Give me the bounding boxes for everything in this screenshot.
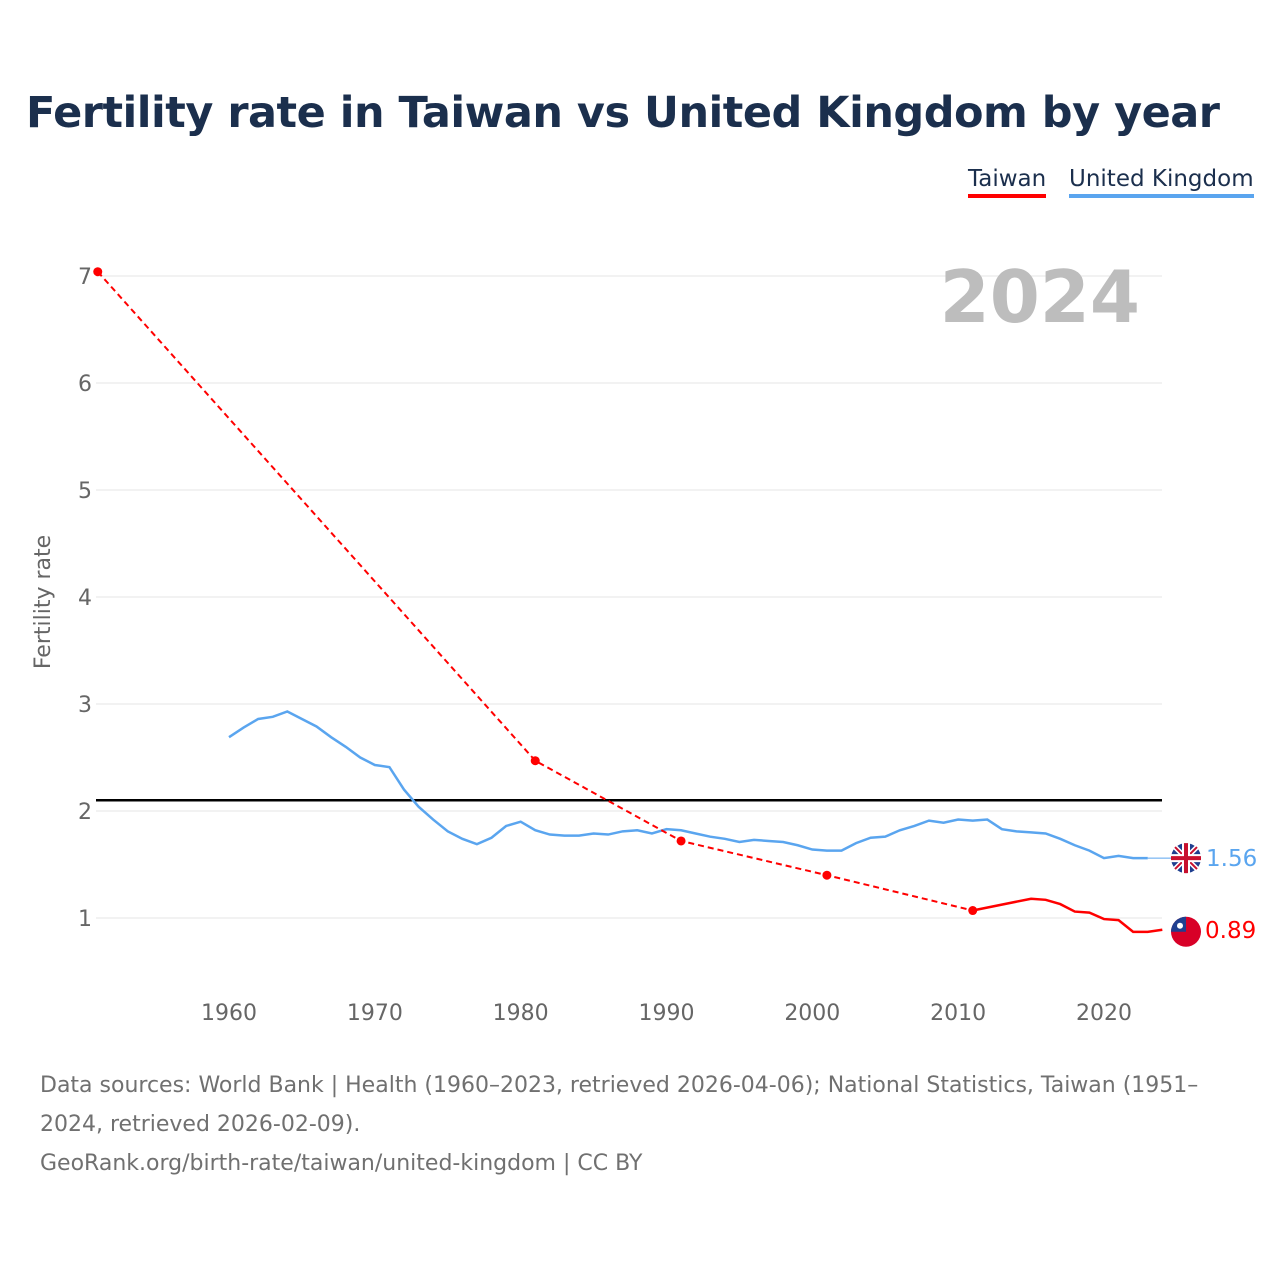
- y-axis-label: Fertility rate: [31, 535, 56, 669]
- x-tick-label: 1990: [638, 1001, 694, 1026]
- taiwan-point: [676, 836, 686, 846]
- x-tick-label: 1970: [347, 1001, 403, 1026]
- y-tick-label: 1: [78, 907, 92, 932]
- taiwan-end-label: 0.89: [1205, 918, 1256, 944]
- legend-united-kingdom[interactable]: United Kingdom: [1069, 166, 1254, 198]
- x-tick-label: 2020: [1076, 1001, 1132, 1026]
- y-tick-label: 3: [78, 693, 92, 718]
- taiwan-flag-sun: [1177, 922, 1183, 929]
- data-sources: Data sources: World Bank | Health (1960–…: [40, 1073, 1199, 1137]
- y-tick-label: 5: [78, 479, 92, 504]
- source-link[interactable]: GeoRank.org/birth-rate/taiwan/united-kin…: [40, 1151, 643, 1176]
- x-tick-label: 2000: [784, 1001, 840, 1026]
- uk-line: [228, 710, 1148, 860]
- taiwan-point: [822, 870, 832, 880]
- footer: Data sources: World Bank | Health (1960–…: [40, 1066, 1250, 1183]
- x-tick-label: 1980: [493, 1001, 549, 1026]
- y-tick-label: 2: [78, 800, 92, 825]
- uk-flag-cross-red: [1171, 843, 1201, 874]
- uk-end-label: 1.56: [1206, 846, 1257, 872]
- taiwan-point: [530, 756, 540, 766]
- taiwan-line-dashed: [97, 271, 973, 912]
- taiwan-point: [968, 906, 978, 916]
- taiwan-line: [972, 897, 1163, 934]
- taiwan-point: [93, 267, 103, 277]
- x-tick-label: 1960: [201, 1001, 257, 1026]
- y-tick-label: 4: [78, 586, 92, 611]
- year-label: 2024: [940, 255, 1140, 339]
- x-tick-label: 2010: [930, 1001, 986, 1026]
- legend-taiwan[interactable]: Taiwan: [968, 166, 1047, 198]
- y-tick-label: 7: [78, 265, 92, 290]
- y-tick-label: 6: [78, 372, 92, 397]
- chart-title: Fertility rate in Taiwan vs United Kingd…: [26, 88, 1220, 138]
